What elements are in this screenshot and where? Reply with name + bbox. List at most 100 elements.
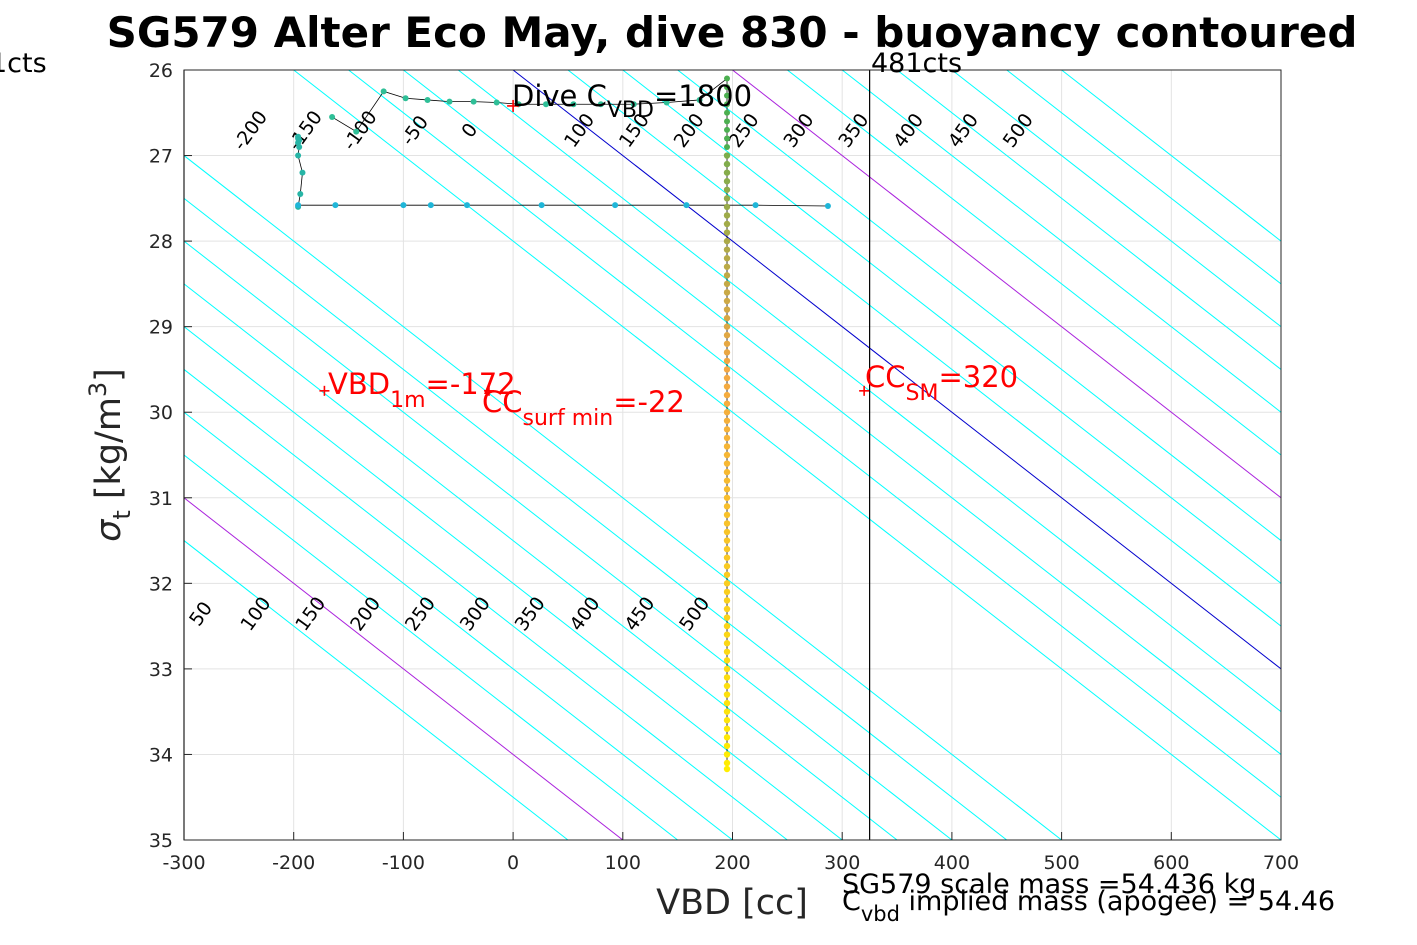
data-point-3-10 <box>723 237 731 245</box>
dive-cvbd-label: Dive CVBD=1800 <box>512 79 752 123</box>
data-point-3-2 <box>723 169 731 176</box>
x-tick-label-10: 700 <box>1263 852 1299 874</box>
data-point-3-11 <box>723 246 731 253</box>
data-point-0-16 <box>724 84 731 91</box>
annotation-cc-sm-value: =320 <box>938 360 1018 394</box>
data-point-3-60 <box>723 665 731 673</box>
data-point-2-9 <box>824 203 831 210</box>
data-point-3-3 <box>723 178 731 185</box>
vbd-max-counts-label: 481cts <box>871 48 962 79</box>
data-point-3-30 <box>723 409 731 416</box>
x-axis-label: VBD [cc] <box>656 883 808 923</box>
dive-cvbd-main: Dive C <box>512 79 607 113</box>
chart-title: SG579 Alter Eco May, dive 830 - buoyancy… <box>107 8 1358 57</box>
data-point-2-7 <box>683 202 690 209</box>
data-point-2-4 <box>464 202 471 209</box>
data-point-0-6 <box>470 98 477 105</box>
data-point-3-36 <box>723 460 731 467</box>
data-point-3-68 <box>723 734 731 741</box>
data-point-3-61 <box>723 674 731 681</box>
contour-upper-6 <box>622 70 1281 584</box>
contour-highlight-2 <box>732 70 1281 499</box>
data-point-3-18 <box>723 306 731 313</box>
y-axis-label-sigma: σ <box>89 518 129 542</box>
data-point-0-19 <box>724 109 731 116</box>
annotation-cc-surf-min-main: CC <box>482 385 523 419</box>
data-point-0-10 <box>570 101 577 108</box>
data-point-3-23 <box>723 349 731 356</box>
data-point-0-7 <box>493 99 500 106</box>
dive-cvbd-sub: VBD <box>607 98 654 123</box>
implied-mass-value: implied mass (apogee) = 54.46 <box>900 886 1335 917</box>
annotation-vbd-1m-main: VBD <box>328 367 390 401</box>
annotation-vbd-1m: VBD1m=-172 <box>328 367 516 413</box>
data-point-3-37 <box>723 468 731 476</box>
annotation-cc-sm-main: CC <box>865 360 906 394</box>
data-point-3-24 <box>723 357 731 365</box>
y-tick-label-6: 32 <box>149 573 173 595</box>
contour-upper-11 <box>896 70 1281 371</box>
contour-upper-9 <box>787 70 1281 456</box>
data-point-3-21 <box>723 332 731 339</box>
contour-lower-6 <box>184 283 898 840</box>
data-point-3-13 <box>723 263 731 270</box>
dive-cvbd-value: =1800 <box>654 79 752 113</box>
contour-upper-12 <box>951 70 1281 328</box>
data-point-0-2 <box>380 88 387 95</box>
data-point-3-17 <box>723 297 731 305</box>
data-point-3-4 <box>723 186 731 193</box>
data-point-3-20 <box>723 323 731 330</box>
x-tick-label-2: -100 <box>382 852 425 874</box>
data-point-2-3 <box>427 202 434 209</box>
y-tick-label-4: 30 <box>149 402 173 424</box>
data-point-3-38 <box>723 477 731 484</box>
data-point-3-52 <box>723 597 731 604</box>
data-point-3-29 <box>723 400 731 407</box>
data-point-3-39 <box>723 486 731 493</box>
data-point-3-14 <box>723 272 731 279</box>
data-point-3-27 <box>723 383 731 390</box>
contour-upper-0 <box>293 70 1281 840</box>
y-ticks: 26 27 28 29 30 31 32 33 34 35 <box>149 60 192 852</box>
data-point-3-33 <box>723 434 731 442</box>
implied-mass-main: C <box>842 886 861 917</box>
y-tick-label-9: 35 <box>149 830 173 852</box>
contour-upper-2 <box>403 70 1281 756</box>
data-point-1-1 <box>297 191 304 198</box>
data-point-3-63 <box>723 691 731 698</box>
data-point-2-8 <box>752 202 759 209</box>
track-line-2 <box>298 204 828 207</box>
y-axis-label-cube: 3 <box>84 382 112 397</box>
contour-lower-9 <box>184 154 1062 840</box>
data-point-3-15 <box>723 280 731 288</box>
x-tick-label-9: 600 <box>1153 852 1189 874</box>
data-point-2-6 <box>612 202 619 209</box>
data-point-3-16 <box>723 289 731 296</box>
x-tick-label-0: -300 <box>162 852 205 874</box>
data-point-3-48 <box>723 563 731 570</box>
data-point-0-20 <box>724 118 731 125</box>
data-point-3-58 <box>723 648 731 655</box>
contour-lines <box>184 70 1281 840</box>
data-point-3-28 <box>723 391 731 399</box>
data-point-3-62 <box>723 682 731 690</box>
data-point-1-3 <box>295 152 302 159</box>
x-tick-label-3: 0 <box>507 852 519 874</box>
contour-upper-14 <box>1061 70 1281 242</box>
data-point-3-5 <box>723 195 731 202</box>
data-point-0-18 <box>724 101 731 108</box>
y-axis-label-sigma-sub: t <box>108 510 136 519</box>
data-point-3-53 <box>723 605 731 613</box>
y-tick-label-2: 28 <box>149 231 173 253</box>
data-point-0-1 <box>353 128 360 135</box>
implied-mass-sub: vbd <box>861 902 900 926</box>
y-tick-label-3: 29 <box>149 317 173 339</box>
data-point-0-21 <box>724 126 731 133</box>
data-point-3-12 <box>723 255 731 262</box>
x-ticks: -300 -200 -100 0 100 200 300 400 500 600 700 <box>162 832 1299 874</box>
data-point-3-9 <box>723 229 731 236</box>
data-point-3-19 <box>723 314 731 322</box>
data-point-0-9 <box>543 101 550 108</box>
data-point-0-22 <box>724 135 731 142</box>
data-point-3-34 <box>723 443 731 450</box>
